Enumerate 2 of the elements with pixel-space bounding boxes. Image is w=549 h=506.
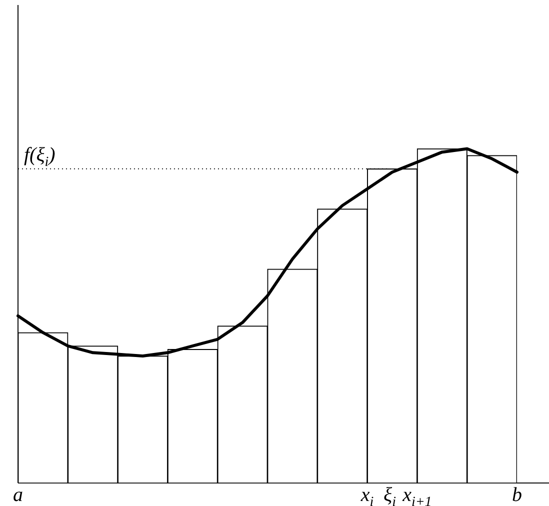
- text: b: [512, 484, 522, 506]
- text: a: [13, 484, 23, 506]
